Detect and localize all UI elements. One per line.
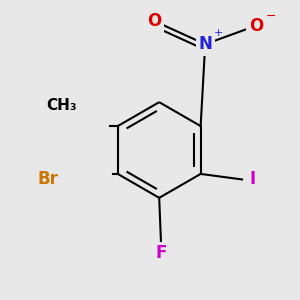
Text: CH₃: CH₃ [46, 98, 76, 113]
Text: N: N [198, 35, 212, 53]
Text: F: F [155, 244, 167, 262]
Text: O: O [249, 17, 263, 35]
Text: O: O [148, 12, 162, 30]
Text: I: I [249, 170, 256, 188]
Text: Br: Br [37, 170, 58, 188]
Text: +: + [213, 28, 223, 38]
Text: −: − [265, 10, 276, 23]
